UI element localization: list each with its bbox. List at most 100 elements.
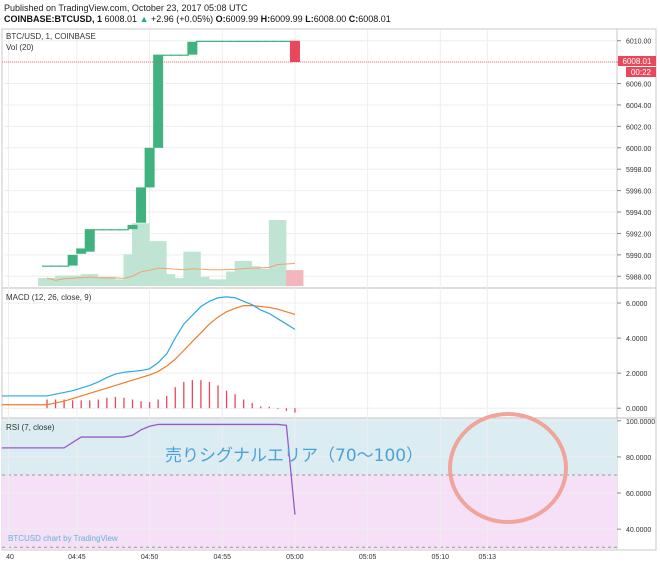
price-axis-label: 6006.00 [626,82,651,89]
countdown-label: 00:22 [631,68,652,77]
price-axis-label: 5988.00 [626,274,651,281]
tradingview-watermark: BTCUSD chart by TradingView [8,534,118,543]
time-axis: 40 04:45 04:50 04:55 05:00 05:05 05:10 05:13 [6,554,496,561]
macd-plot [2,296,296,413]
time-axis-label: 04:50 [141,554,159,561]
low-value: 6008.00 [313,14,347,24]
candle [170,54,181,56]
last-price-tag-label: 6008.01 [623,57,652,66]
time-axis-label: 04:45 [68,554,86,561]
volume-bars [38,220,304,286]
candle [50,265,61,267]
close-value: 6008.01 [358,14,391,24]
rsi-line [2,423,296,515]
candle [67,254,78,266]
price-axis-label: 5990.00 [626,253,651,260]
published-line: Published on TradingView.com, October 23… [4,3,248,13]
price-axis-label: 6004.00 [626,103,651,110]
grid-lines [2,30,617,549]
candle [204,40,215,43]
volume-bar [285,270,304,286]
rsi-legend: RSI (7, close) [6,423,55,432]
candle [76,248,87,254]
price-axis-label: 5994.00 [626,210,651,217]
candle [42,265,52,267]
rsi-axis-label: 40.0000 [626,527,651,534]
candle [153,54,164,148]
candle [187,41,198,55]
rsi-axis-label: 80.0000 [626,455,651,462]
price-axis-label: 6000.00 [626,146,651,153]
open-value: 6009.99 [225,14,259,24]
ohlc-line: COINBASE:BTCUSD, 1 6008.01 ▲ +2.96 (+0.0… [4,14,391,24]
candle [178,54,189,56]
rsi-overbought-band [2,419,617,475]
last-price: 6008.01 [104,14,138,24]
time-axis-label: 40 [6,554,14,561]
candle [59,265,70,267]
change-arrow-icon: ▲ [139,14,149,24]
candle [127,224,138,230]
candle [161,54,172,56]
candle [221,40,232,43]
symbol-label: COINBASE:BTCUSD, 1 [4,14,103,24]
time-axis-label: 05:10 [432,554,450,561]
rsi-lower-band [2,474,617,549]
macd-axis-label: 2.0000 [626,371,648,378]
high-value: 6009.99 [270,14,303,24]
candle [144,147,155,188]
countdown-tag [626,67,656,77]
highlight-circle [448,412,568,524]
price-axis-label: 6010.00 [626,39,651,46]
candle [230,40,241,43]
candle [281,40,292,43]
high-label: H: [260,14,271,24]
macd-axis-label: 4.0000 [626,336,648,343]
macd-axis-label: 6.0000 [626,301,648,308]
last-price-tag [618,56,656,66]
candle [118,229,129,231]
volume-bar [268,220,287,286]
price-axis-label: 5998.00 [626,167,651,174]
low-label: L: [305,14,314,24]
price-change: +2.96 (+0.05%) [151,14,214,24]
macd-axis-label: 0.0000 [626,406,648,413]
macd-line [2,296,296,397]
candle [101,229,112,231]
time-axis-label: 05:13 [479,554,497,561]
macd-legend: MACD (12, 26, close, 9) [6,293,92,302]
rsi-background [2,419,617,549]
candles [2,40,617,267]
candle [289,40,300,63]
time-axis-label: 05:00 [286,554,304,561]
open-label: O: [215,14,226,24]
rsi-axis-label: 60.0000 [626,491,651,498]
candle [93,229,104,231]
sell-signal-annotation: 売りシグナルエリア（70〜100） [165,446,423,466]
candle [238,40,249,43]
time-axis-label: 04:55 [214,554,232,561]
candle [84,229,95,252]
volume-ma-line [46,262,295,281]
price-axes: 6010.006008.006006.006004.006002.006000.… [617,39,655,534]
price-axis-label: 5992.00 [626,231,651,238]
price-axis-label: 5996.00 [626,189,651,196]
close-label: C: [348,14,359,24]
signal-line [2,305,296,406]
candle [264,40,275,43]
candle [247,40,258,43]
volume-legend: Vol (20) [6,43,34,52]
candle [213,40,223,43]
chart-frame [1,28,657,551]
candle [110,229,121,231]
rsi-axis-label: 100.0000 [626,419,655,426]
candle [195,40,206,43]
time-axis-label: 05:05 [359,554,377,561]
candle [272,40,283,43]
candle [136,187,147,223]
price-axis-label: 6002.00 [626,124,651,131]
volume-bar [80,274,99,286]
volume-bar [38,278,56,286]
candle [255,40,266,43]
